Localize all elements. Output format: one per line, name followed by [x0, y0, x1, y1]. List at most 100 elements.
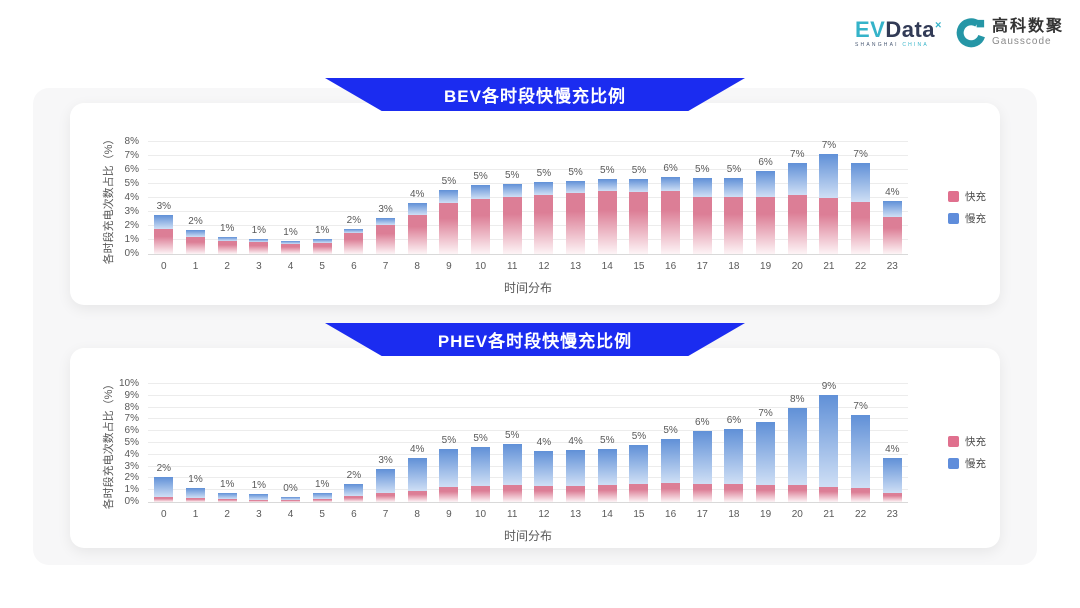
x-tick-label: 11	[507, 261, 518, 272]
legend-item-slow-charge: 慢充	[948, 211, 986, 226]
gausscode-cn-name: 高科数聚	[991, 18, 1064, 35]
slow-charge-segment	[502, 444, 522, 485]
fast-charge-segment	[882, 216, 902, 254]
fast-charge-segment	[471, 198, 491, 254]
bar-value-label: 4%	[885, 443, 900, 455]
bar-slot: 2%	[338, 385, 370, 502]
slow-charge-segment	[756, 421, 776, 485]
x-tick-label: 23	[886, 509, 898, 520]
bar-value-label: 5%	[695, 164, 710, 176]
bar-value-label: 1%	[188, 473, 203, 485]
fast-charge-segment	[629, 484, 649, 502]
gridline	[148, 211, 908, 212]
x-tick-label: 13	[570, 261, 582, 272]
bar-slot: 9%	[813, 381, 845, 502]
bar-slot: 1%	[211, 385, 243, 502]
fast-charge-segment	[756, 484, 776, 502]
phev-title-banner: PHEV各时段快慢充比例	[325, 323, 745, 356]
fast-charge-segment	[882, 492, 902, 502]
fast-charge-segment	[787, 195, 807, 254]
y-tick-label: 8%	[124, 401, 139, 413]
bar-value-label: 1%	[251, 480, 267, 492]
y-tick-label: 7%	[124, 413, 139, 425]
fast-charge-segment	[249, 242, 269, 254]
slow-charge-swatch-icon	[948, 213, 959, 224]
phev-legend: 快充 慢充	[948, 434, 986, 471]
bar-value-label: 5%	[600, 165, 615, 177]
fast-charge-segment	[851, 488, 871, 502]
bar-slot: 7%	[750, 385, 782, 502]
y-tick-label: 5%	[124, 178, 139, 189]
slow-charge-segment	[566, 450, 586, 487]
x-tick-label: 20	[791, 261, 803, 272]
bar-value-label: 6%	[663, 163, 678, 174]
y-tick-label: 3%	[124, 460, 139, 472]
fast-charge-segment	[692, 196, 712, 254]
bar-slot: 4%	[528, 385, 560, 502]
gausscode-logo: 高科数聚 Gausscode	[956, 18, 1064, 48]
x-tick-label: 4	[287, 261, 294, 272]
fast-charge-segment	[597, 191, 617, 254]
fast-charge-segment	[597, 485, 617, 502]
x-tick-label: 4	[287, 509, 294, 520]
x-tick-label: 14	[601, 509, 613, 520]
x-tick-label: 18	[728, 261, 740, 272]
slow-charge-segment	[439, 190, 459, 203]
y-tick-label: 8%	[124, 136, 139, 147]
bar-value-label: 2%	[188, 215, 203, 227]
x-tick-label: 9	[446, 261, 452, 272]
bar-value-label: 2%	[156, 462, 172, 474]
bar-value-label: 5%	[631, 165, 647, 177]
fast-charge-segment	[819, 198, 839, 254]
gausscode-en-name: Gausscode	[991, 36, 1052, 47]
y-tick-label: 6%	[124, 425, 139, 437]
gridline	[148, 155, 908, 156]
gridline	[148, 489, 908, 491]
x-tick-label: 8	[414, 261, 420, 272]
fast-charge-segment	[186, 237, 205, 254]
phev-plot-area: 0% 1% 2% 3% 4% 5% 6% 7% 8% 9% 10% 2% 1% 1% 1% 0% 1% 2% 3% 4…	[119, 378, 908, 507]
y-tick-label: 1%	[124, 484, 139, 496]
bars-container: 2% 1% 1% 1% 0% 1% 2% 3% 4% 5% 5% 5% 4% 4% 5% 5% 5% 6% 6% 7%…	[148, 381, 908, 502]
x-tick-label: 9	[446, 509, 452, 520]
fast-charge-segment	[281, 243, 301, 254]
slow-charge-segment	[629, 179, 649, 192]
bar-value-label: 7%	[853, 401, 868, 413]
x-tick-label: 7	[382, 261, 389, 272]
bar-value-label: 4%	[409, 188, 425, 200]
x-tick-label: 11	[507, 509, 518, 520]
fast-charge-segment	[439, 202, 459, 254]
bar-slot: 4%	[876, 385, 908, 502]
phev-x-axis-title: 时间分布	[503, 529, 552, 543]
fast-charge-segment	[217, 240, 237, 254]
gridline	[148, 239, 908, 240]
legend-label-slow: 慢充	[965, 213, 986, 225]
bar-slot: 4%	[876, 143, 908, 254]
fast-charge-swatch-icon	[948, 191, 959, 202]
bar-value-label: 9%	[821, 381, 837, 393]
bar-value-label: 5%	[473, 171, 488, 183]
gridline	[148, 141, 908, 142]
bar-value-label: 5%	[600, 434, 615, 446]
bar-slot: 5%	[591, 143, 623, 254]
fast-charge-segment	[724, 483, 744, 502]
bar-slot: 3%	[370, 385, 402, 502]
slow-charge-segment	[154, 476, 174, 497]
bar-slot: 5%	[686, 143, 718, 254]
slow-charge-segment	[154, 214, 174, 229]
gridline	[148, 197, 908, 198]
y-tick-label: 10%	[118, 378, 139, 389]
slow-charge-segment	[851, 415, 871, 489]
fast-charge-segment	[154, 496, 174, 502]
fast-charge-segment	[661, 191, 681, 254]
slow-charge-segment	[281, 496, 301, 501]
slow-charge-segment	[344, 228, 364, 233]
slow-charge-segment	[376, 468, 396, 494]
fast-charge-segment	[566, 193, 586, 254]
bar-slot: 4%	[560, 385, 592, 502]
evdata-wordmark: EVData×	[855, 18, 942, 41]
fast-charge-segment	[629, 191, 649, 254]
fast-charge-segment	[502, 484, 522, 502]
bar-value-label: 4%	[568, 436, 583, 448]
